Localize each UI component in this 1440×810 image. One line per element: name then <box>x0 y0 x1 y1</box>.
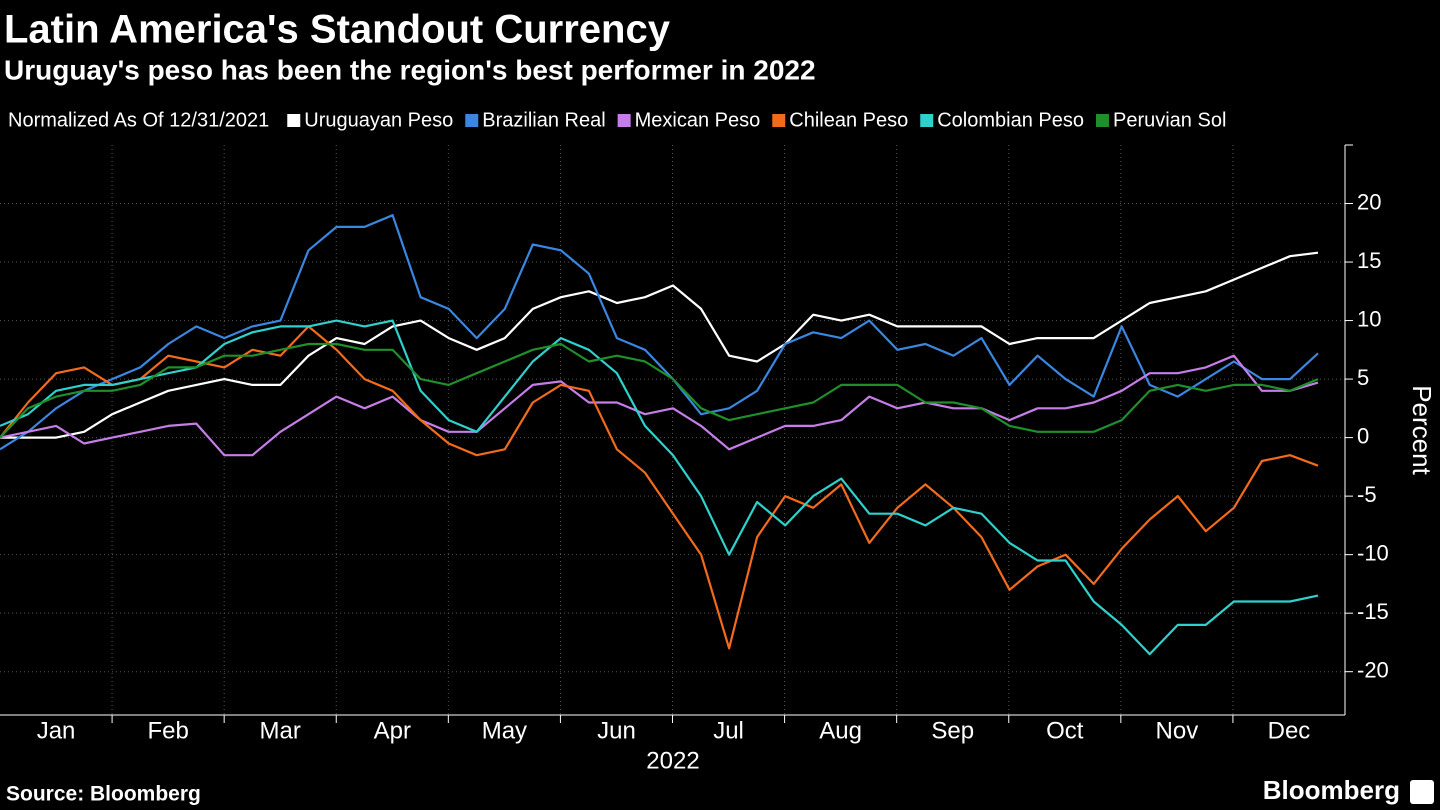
x-tick-label: Aug <box>819 717 862 744</box>
x-tick-label: Feb <box>147 717 188 744</box>
x-tick-label: Sep <box>931 717 974 744</box>
legend-title: Normalized As Of 12/31/2021 <box>8 109 269 131</box>
y-tick-label: -15 <box>1357 599 1389 624</box>
chart-title: Latin America's Standout Currency <box>4 8 671 52</box>
x-tick-label: Mar <box>260 717 301 744</box>
y-tick-label: -5 <box>1357 482 1377 507</box>
legend-label: Chilean Peso <box>789 109 908 131</box>
x-tick-label: Jan <box>37 717 76 744</box>
source: Source: Bloomberg <box>6 783 201 806</box>
legend-label: Brazilian Real <box>482 109 605 131</box>
y-tick-label: -10 <box>1357 540 1389 565</box>
legend-label: Peruvian Sol <box>1113 109 1226 131</box>
y-tick-label: 5 <box>1357 365 1369 390</box>
chart-subtitle: Uruguay's peso has been the region's bes… <box>4 54 816 85</box>
brand-icon <box>1410 780 1434 804</box>
legend-swatch <box>617 114 631 127</box>
x-tick-label: Jul <box>713 717 744 744</box>
x-tick-label: Nov <box>1156 717 1199 744</box>
series-line <box>0 354 1319 457</box>
series-line <box>0 319 1319 656</box>
legend-swatch <box>287 114 301 127</box>
series-line <box>0 214 1319 451</box>
x-tick-label: Jun <box>597 717 636 744</box>
x-axis-label: 2022 <box>646 747 699 774</box>
y-tick-label: 10 <box>1357 306 1381 331</box>
x-tick-label: Dec <box>1268 717 1311 744</box>
legend-swatch <box>772 114 786 127</box>
series-line <box>0 325 1319 650</box>
y-tick-label: -20 <box>1357 658 1389 683</box>
legend-swatch <box>465 114 479 127</box>
legend-swatch <box>1095 114 1109 127</box>
brand: Bloomberg <box>1263 775 1400 805</box>
y-tick-label: 15 <box>1357 248 1381 273</box>
y-tick-label: 0 <box>1357 423 1369 448</box>
y-axis-label: Percent <box>1407 385 1437 475</box>
x-tick-label: May <box>482 717 527 744</box>
legend-swatch <box>920 114 934 127</box>
series-line <box>0 342 1319 439</box>
x-tick-label: Apr <box>374 717 411 744</box>
legend-label: Uruguayan Peso <box>304 109 453 131</box>
legend-label: Mexican Peso <box>635 109 761 131</box>
x-tick-label: Oct <box>1046 717 1084 744</box>
y-tick-label: 20 <box>1357 189 1381 214</box>
series-line <box>0 251 1319 439</box>
legend-label: Colombian Peso <box>937 109 1084 131</box>
